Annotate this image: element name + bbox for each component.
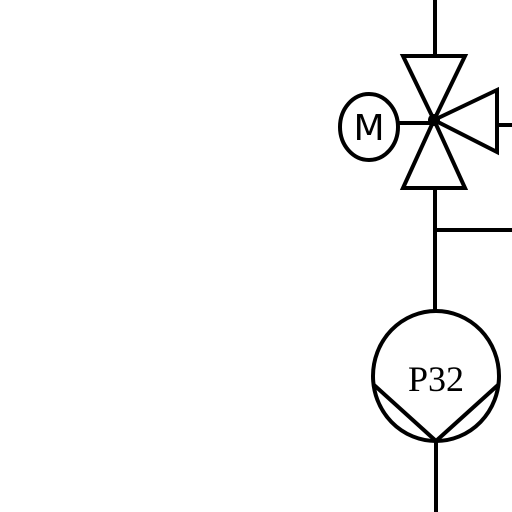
motor-circle: [338, 92, 400, 162]
valve-upper-triangle: [399, 54, 469, 125]
valve-side-triangle: [429, 86, 499, 156]
motor-actuator[interactable]: M: [338, 92, 432, 162]
motor-label: M: [353, 108, 384, 149]
pump-label: P32: [408, 359, 464, 399]
pump[interactable]: P32: [371, 309, 501, 444]
